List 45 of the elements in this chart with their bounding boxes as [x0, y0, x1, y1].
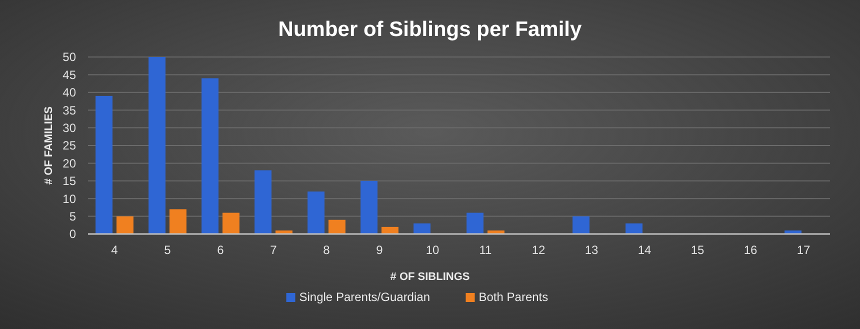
bar [148, 57, 166, 234]
bar [414, 223, 430, 234]
bar [626, 223, 642, 234]
bar [222, 212, 240, 234]
x-tick-label: 11 [479, 243, 492, 257]
bar [328, 220, 346, 234]
y-tick-label: 5 [69, 210, 76, 224]
y-tick-label: 15 [62, 174, 76, 188]
bar [170, 209, 186, 234]
legend-label: Single Parents/Guardian [299, 290, 430, 304]
x-tick-label: 9 [376, 243, 384, 257]
x-tick-label: 8 [323, 243, 330, 257]
bar [572, 216, 590, 234]
bar [254, 170, 272, 234]
y-tick-label: 30 [62, 121, 76, 135]
x-tick-label: 10 [426, 243, 440, 257]
x-tick-label: 13 [584, 243, 598, 257]
y-tick-label: 50 [62, 50, 76, 64]
y-axis-title: # OF FAMILIES [43, 106, 55, 185]
legend-label: Both Parents [478, 290, 548, 304]
bar [116, 216, 134, 234]
chart-title: Number of Siblings per Family [278, 18, 582, 41]
x-axis-title: # OF SIBLINGS [390, 271, 470, 283]
x-tick-label: 14 [638, 243, 652, 257]
bar [202, 78, 218, 234]
x-tick-label: 6 [217, 243, 224, 257]
y-tick-label: 45 [62, 68, 76, 82]
bar [308, 192, 324, 234]
y-tick-label: 0 [69, 227, 76, 242]
bar [382, 226, 398, 234]
x-tick-label: 7 [270, 243, 278, 257]
y-tick-label: 25 [62, 138, 76, 153]
y-tick-label: 20 [62, 156, 76, 170]
y-tick-label: 35 [62, 103, 76, 118]
x-tick-label: 15 [690, 243, 704, 257]
x-tick-label: 5 [164, 243, 172, 257]
bar [466, 212, 484, 234]
bar [96, 96, 112, 234]
x-tick-label: 16 [744, 243, 758, 257]
y-tick-label: 10 [62, 192, 76, 206]
x-tick-label: 17 [796, 243, 810, 257]
y-tick-label: 40 [62, 86, 76, 100]
x-tick-label: 4 [111, 243, 118, 257]
x-tick-label: 12 [532, 243, 546, 257]
bar [360, 180, 378, 234]
